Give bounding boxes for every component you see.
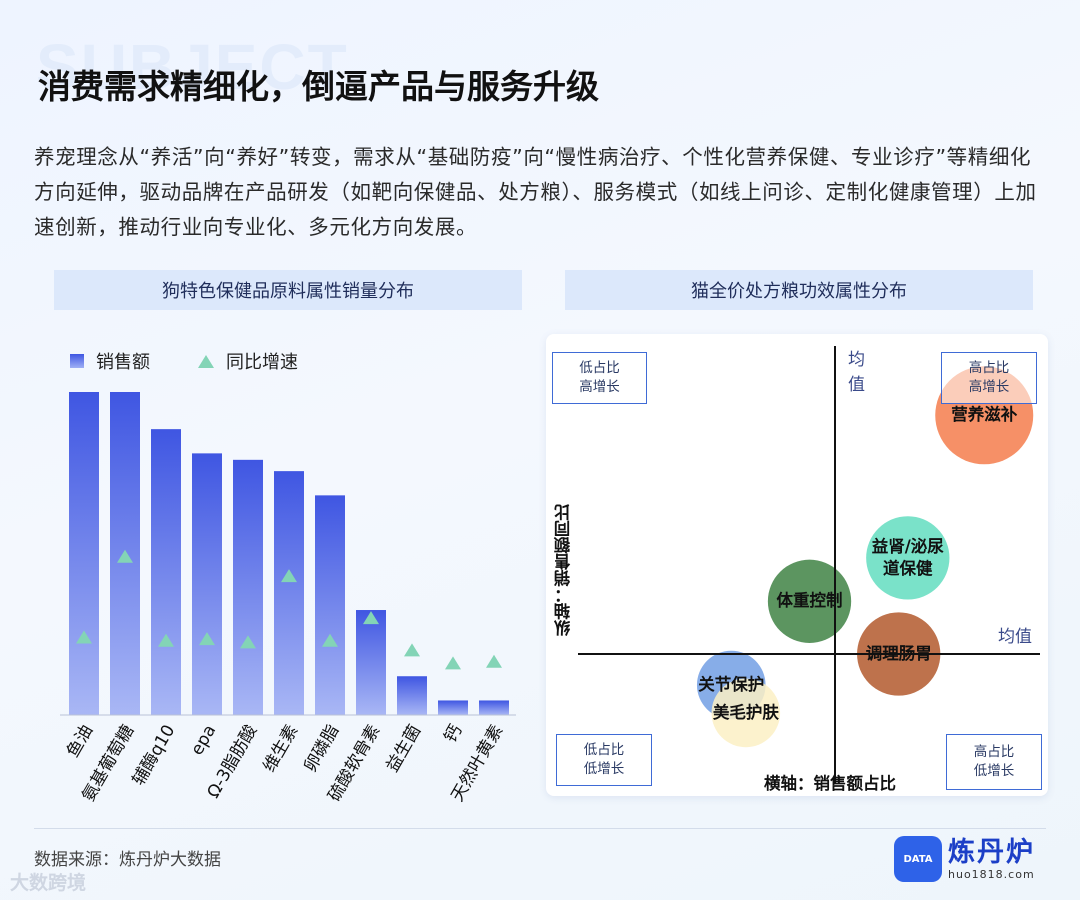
bar-9 [438,700,468,715]
brand-url: huo1818.com [948,867,1035,881]
right-chart-heading: 猫全价处方粮功效属性分布 [565,270,1033,310]
x-tick-label-9: 钙 [441,722,467,747]
growth-marker-5 [281,569,297,583]
bar-8 [397,676,427,715]
bubble-1 [866,516,950,600]
bar-2 [151,429,181,715]
footer-divider [34,828,1046,829]
brand-logo-icon: DATA [894,836,942,882]
x-tick-label-8: 益生菌 [383,722,426,776]
bar-0 [69,392,99,715]
left-chart-heading: 狗特色保健品原料属性销量分布 [54,270,522,310]
growth-marker-7 [363,611,379,625]
bar-3 [192,453,222,715]
bubble-label-1: 益肾/泌尿 道保健 [871,536,944,578]
quadrant-box-top-left: 低占比 高增长 [552,352,647,404]
quadrant-chart: 低占比 高增长 高占比 高增长 低占比 低增长 高占比 低增长 营养滋补益肾/泌… [546,334,1048,796]
x-tick-label-5: 维生素 [260,722,303,776]
quadrant-box-bottom-left: 低占比 低增长 [556,734,652,786]
growth-marker-9 [445,656,461,670]
bar-7 [356,610,386,715]
growth-marker-3 [199,632,215,646]
growth-marker-2 [158,633,174,647]
bubble-label-5: 美毛护肤 [712,702,779,722]
y-mean-label: 均值 [848,350,865,395]
bar-10 [479,700,509,715]
bubble-2 [767,559,852,643]
bubble-label-0: 营养滋补 [951,405,1018,425]
legend-triangle-icon [198,354,214,368]
x-mean-label: 均值 [998,627,1032,647]
data-source: 数据来源：炼丹炉大数据 [34,850,221,870]
bubble-label-4: 关节保护 [698,675,765,694]
growth-marker-8 [404,643,420,657]
background-watermark-word: SUBJECT [36,31,349,103]
page-title: 消费需求精细化，倒逼产品与服务升级 [38,67,599,106]
growth-marker-6 [322,633,338,647]
legend-marker-label: 同比增速 [226,352,298,373]
growth-marker-4 [240,635,256,649]
bar-6 [315,495,345,715]
quadrant-box-bottom-right: 高占比 低增长 [946,734,1042,790]
intro-paragraph: 养宠理念从“养活”向“养好”转变，需求从“基础防疫”向“慢性病治疗、个性化营养保… [34,145,1037,239]
bar-5 [274,471,304,715]
quadrant-box-top-right: 高占比 高增长 [941,352,1037,404]
bubble-label-3: 调理肠胃 [865,644,932,663]
growth-marker-1 [117,549,133,563]
brand-logo: DATA 炼丹炉 huo1818.com [894,836,1035,882]
bubble-label-2: 体重控制 [776,591,843,611]
corner-watermark: 大数跨境 [10,872,87,894]
legend-bar-label: 销售额 [96,352,150,373]
y-axis-title: 纵轴：销售额同比 [554,504,573,636]
growth-marker-0 [76,630,92,644]
bar-4 [233,459,263,715]
x-tick-label-0: 鱼油 [63,722,97,761]
legend-bar-swatch [70,354,84,368]
brand-name: 炼丹炉 [948,836,1035,868]
bubble-5 [711,678,781,748]
x-tick-label-3: epa [187,722,220,759]
x-axis-title: 横轴：销售额占比 [764,774,896,793]
x-tick-label-6: 卵磷脂 [301,722,344,776]
growth-marker-10 [486,654,502,668]
bar-chart-legend: 销售额 同比增速 [70,348,298,374]
